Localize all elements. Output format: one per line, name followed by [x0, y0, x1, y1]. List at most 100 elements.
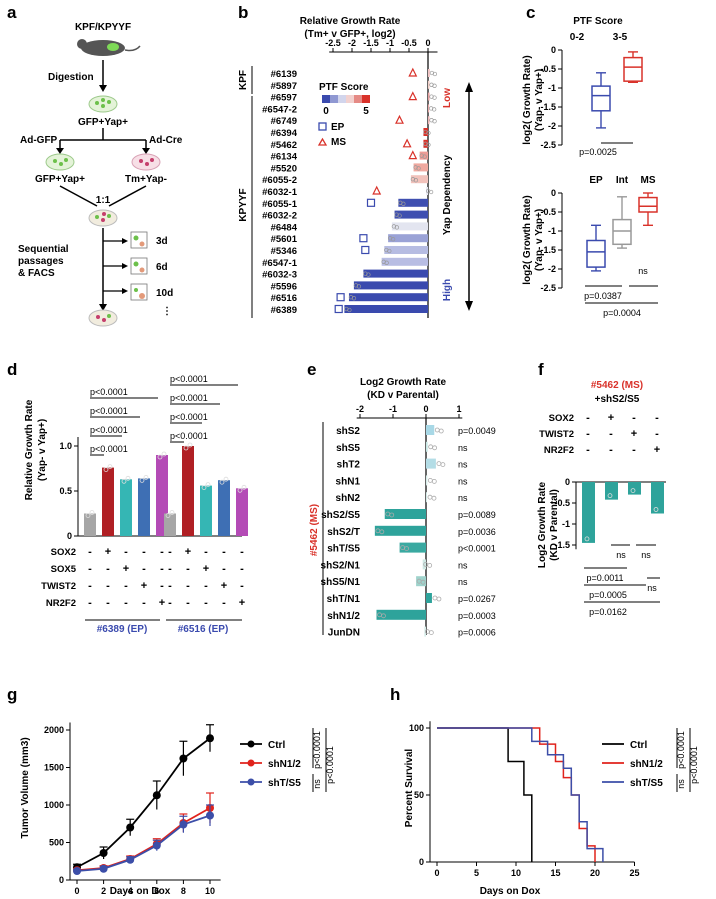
b-bar: [391, 222, 428, 231]
b-legend-ms: MS: [331, 137, 346, 148]
c-tick-label: -2: [548, 264, 556, 274]
b-ms-marker: [408, 67, 418, 77]
d-sign: -: [240, 563, 244, 575]
d-sign: +: [239, 597, 245, 609]
e-dot: [427, 477, 433, 483]
d-sign: +: [141, 580, 147, 592]
a-time-10d: 10d: [156, 288, 173, 299]
e-p-value: p=0.0089: [458, 510, 496, 520]
b-title-1: Relative Growth Rate: [300, 16, 401, 27]
b-row-label: #6134: [271, 152, 298, 163]
b-bar: [428, 104, 430, 113]
panel-label-b: b: [238, 3, 248, 22]
c-bottom-p2: p=0.0004: [603, 308, 641, 318]
g-point: [126, 855, 135, 864]
g-legend-label: Ctrl: [268, 740, 285, 751]
f-sign: +: [654, 444, 660, 456]
b-bar: [423, 139, 428, 148]
b-row-label: #6389: [271, 305, 297, 316]
e-row-label: shN2: [336, 493, 361, 504]
h-xtick-label: 0: [434, 868, 439, 878]
e-title-1: Log2 Growth Rate: [360, 377, 447, 388]
d-p-left-2: p<0.0001: [90, 425, 128, 435]
e-p-value: ns: [458, 493, 468, 503]
h-legend-label: shN1/2: [630, 759, 663, 770]
d-sign: -: [88, 580, 92, 592]
e-dot: [434, 427, 440, 433]
d-sign: +: [123, 563, 129, 575]
d-bar-right: [218, 480, 230, 536]
d-sign: -: [124, 580, 128, 592]
b-bar: [363, 269, 428, 278]
d-bar-right: [200, 485, 212, 536]
a-seq3: & FACS: [18, 268, 55, 279]
d-point: [237, 487, 243, 493]
h-curve-2: [437, 727, 604, 862]
c-bottom-ns: ns: [638, 266, 648, 276]
h-ylabel: Percent Survival: [404, 749, 415, 828]
c-box: [591, 85, 611, 112]
d-p-right-0: p<0.0001: [170, 374, 208, 384]
f-title-2: +shS2/S5: [595, 394, 640, 405]
a-title: KPF/KPYYF: [75, 22, 131, 33]
e-bar: [426, 458, 436, 469]
d-sign: -: [124, 597, 128, 609]
f-ns-3: ns: [647, 583, 657, 593]
b-ep-marker: [361, 245, 370, 255]
d-sign: -: [168, 580, 172, 592]
d-point: [103, 467, 109, 473]
d-sign: -: [186, 597, 190, 609]
b-high: High: [442, 279, 453, 301]
panel-c: PTF Score 0-2 3-5 0-0.5-1-1.5-2-2.5 log2…: [522, 16, 658, 318]
c-tick-label: -2.5: [540, 283, 556, 293]
b-group-kpf: KPF: [238, 70, 249, 90]
h-stat-ns: ns: [676, 779, 686, 789]
e-row-label: shS2/S5: [321, 510, 360, 521]
a-seq2: passages: [18, 256, 64, 267]
panel-h: Percent Survival Days on Dox 0 50 100 0 5 10 1…: [404, 721, 699, 897]
h-ytick-label: 100: [409, 723, 424, 733]
panel-a: KPF/KPYYF Digestion GFP+Yap+ Ad-GFP Ad-C…: [18, 22, 183, 327]
f-row-label: TWIST2: [539, 429, 574, 440]
e-dot: [428, 444, 434, 450]
a-passage-arrows: [99, 238, 128, 311]
d-p-right-2: p<0.0001: [170, 412, 208, 422]
b-dot: [366, 272, 371, 277]
d-point: [85, 513, 91, 518]
f-ylabel-2: (KD v Parental): [549, 489, 560, 561]
e-dot: [427, 563, 433, 568]
b-dot: [387, 248, 392, 254]
d-bar-right: [164, 513, 176, 536]
d-sign: +: [159, 597, 165, 609]
b-row-label: #5596: [271, 281, 297, 292]
c-box: [623, 56, 643, 82]
b-bar: [428, 116, 430, 125]
g-legend: Ctrl shN1/2 shT/S5: [240, 740, 301, 789]
h-stat-2: p<0.0001: [689, 746, 699, 784]
b-tick-label: -2: [348, 38, 356, 48]
h-stat-1: p<0.0001: [676, 731, 686, 769]
d-sign: -: [168, 597, 172, 609]
d-point: [161, 451, 167, 457]
g-ytick-label: 0: [59, 875, 64, 885]
c-tick-label: -2: [548, 121, 556, 131]
d-sign: -: [88, 546, 92, 558]
c-bottom-ylabel-1: log2( Growth Rate): [522, 195, 533, 284]
b-ms-marker: [408, 150, 418, 160]
d-bar-left: [102, 467, 114, 536]
f-tick-label: -1.5: [554, 540, 570, 550]
f-sign: -: [586, 412, 590, 424]
b-low: Low: [442, 88, 453, 108]
dish-icon-red-right: [131, 153, 161, 171]
d-row-label: NR2F2: [46, 598, 76, 609]
b-bar: [388, 234, 428, 243]
c-tick-label: -1: [548, 226, 556, 236]
e-row-label: shT/S5: [327, 544, 360, 555]
facs-plot-icons: [130, 231, 148, 301]
d-p-left-1: p<0.0001: [90, 406, 128, 416]
d-sign: -: [168, 546, 172, 558]
yap-dependency-arrow: [465, 82, 473, 311]
d-sign: -: [222, 563, 226, 575]
b-dot: [416, 166, 421, 171]
b-dot: [426, 130, 431, 136]
